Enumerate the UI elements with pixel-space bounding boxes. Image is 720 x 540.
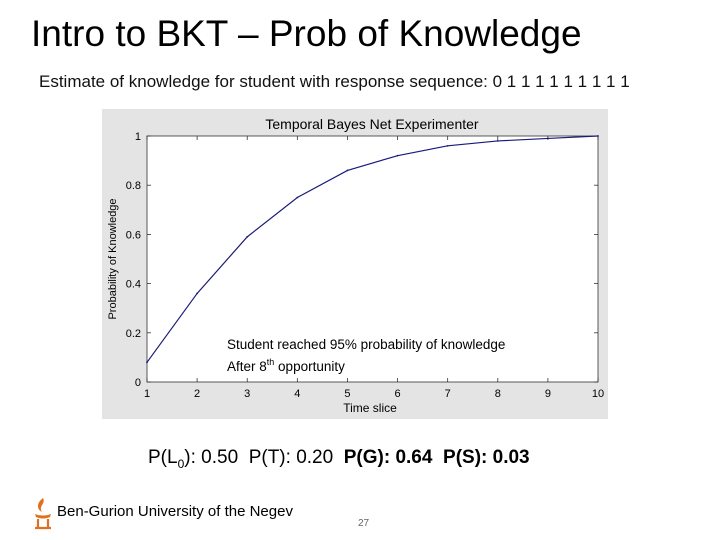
param-s: P(S): 0.03 (443, 447, 530, 468)
data-point (396, 154, 399, 157)
x-axis-label: Time slice (343, 401, 397, 415)
data-point (296, 196, 299, 199)
annotation-line-1: Student reached 95% probability of knowl… (227, 337, 505, 352)
plot-area (146, 135, 599, 383)
x-tick-label: 2 (194, 388, 200, 400)
bkt-parameters: P(L0): 0.50 P(T): 0.20 P(G): 0.64 P(S): … (148, 444, 530, 478)
chart-svg: Temporal Bayes Net Experimenter 0 0.2 0.4 0… (107, 116, 604, 415)
chart-figure: Temporal Bayes Net Experimenter 0 0.2 0.4 0… (102, 109, 608, 419)
y-tick-label: 0.6 (126, 229, 141, 241)
x-tick-label: 4 (294, 388, 300, 400)
annotation-line-2: After 8th opportunity (227, 357, 345, 374)
x-tick-label: 9 (545, 388, 551, 400)
x-tick-label: 1 (144, 388, 150, 400)
y-tick-label: 1 (135, 131, 141, 143)
x-tick-label: 7 (445, 388, 451, 400)
x-tick-label: 8 (495, 388, 501, 400)
slide-subtitle: Estimate of knowledge for student with r… (39, 72, 630, 91)
y-tick-label: 0.4 (126, 279, 141, 291)
y-tick-label: 0 (135, 377, 141, 389)
y-tick-label: 0.8 (126, 180, 141, 192)
param-t: P(T): 0.20 (248, 447, 334, 468)
x-tick-label: 3 (244, 388, 250, 400)
slide-title: Intro to BKT – Prob of Knowledge (31, 13, 582, 54)
y-axis-label: Probability of Knowledge (107, 198, 119, 319)
series-line (146, 135, 599, 363)
university-logo (35, 498, 51, 530)
data-point (146, 361, 148, 364)
data-point (496, 140, 499, 142)
data-point (346, 169, 349, 172)
x-tick-label: 5 (344, 388, 350, 400)
data-point (446, 144, 449, 147)
data-point (196, 292, 199, 295)
chart-title: Temporal Bayes Net Experimenter (265, 116, 479, 132)
data-point (546, 137, 549, 140)
page-number: 27 (358, 518, 370, 529)
y-tick-label: 0.2 (126, 328, 141, 340)
x-tick-label: 6 (394, 388, 400, 400)
x-tick-label: 10 (592, 388, 604, 400)
param-g: P(G): 0.64 (343, 447, 433, 468)
data-point (597, 135, 599, 137)
university-name: Ben-Gurion University of the Negev (57, 503, 293, 520)
param-l0: P(L0): 0.50 (148, 447, 239, 471)
data-point (246, 235, 249, 238)
